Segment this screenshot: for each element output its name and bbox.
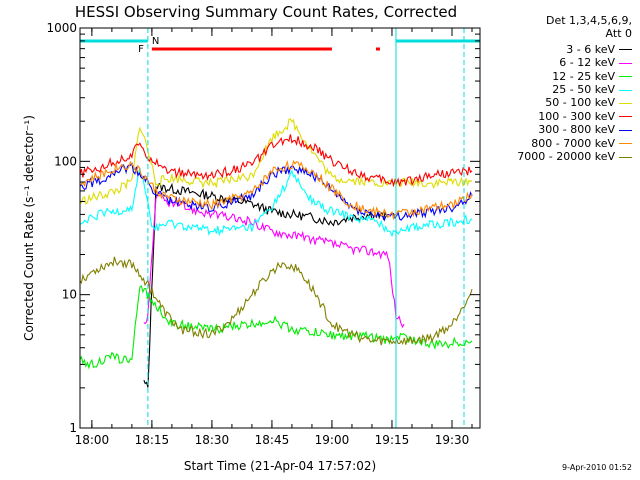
legend-label: 6 - 12 keV: [559, 56, 615, 70]
legend-item-8: 7000 - 20000 keV: [482, 150, 632, 163]
series-line-5: [79, 134, 473, 188]
chart-title: HESSI Observing Summary Count Rates, Cor…: [75, 3, 457, 21]
y-tick-label-3: 1000: [46, 21, 77, 35]
legend-item-1: 6 - 12 keV: [482, 56, 632, 69]
legend-label: 3 - 6 keV: [566, 42, 615, 56]
legend-header-line-2: Att 0: [605, 27, 632, 41]
axis-layer: 18:00 18:15 18:30 18:45 19:00 19:15 19:30 1 10 10…: [46, 21, 480, 447]
legend-swatch: [619, 156, 632, 158]
y-tick-label-2: 100: [54, 154, 77, 168]
series-line-2: [79, 285, 473, 370]
legend-label: 50 - 100 keV: [545, 96, 615, 110]
series-line-4: [79, 118, 473, 205]
legend-item-7: 800 - 7000 keV: [482, 137, 632, 150]
series-line-1: [143, 192, 405, 329]
series-line-7: [79, 159, 473, 221]
legend-label: 800 - 7000 keV: [531, 136, 615, 150]
series-layer: [79, 118, 473, 388]
y-tick-label-0: 1: [69, 421, 77, 435]
legend-item-4: 50 - 100 keV: [482, 96, 632, 109]
legend-swatch: [619, 62, 632, 64]
y-axis-label: Corrected Count Rate (s⁻¹ detector⁻¹): [22, 115, 36, 341]
y-tick-label-1: 10: [62, 288, 77, 302]
legend-item-6: 300 - 800 keV: [482, 123, 632, 136]
legend-swatch: [619, 89, 632, 91]
legend-rows: 3 - 6 keV 6 - 12 keV 12 - 25 keV 25 - 50 ke…: [482, 43, 632, 164]
flare-label: F: [138, 44, 144, 55]
legend-label: 12 - 25 keV: [552, 69, 615, 83]
legend: Det 1,3,4,5,6,9, Att 0 3 - 6 keV 6 - 12 k…: [482, 14, 632, 163]
series-line-3: [79, 167, 473, 238]
legend-swatch: [619, 49, 632, 51]
legend-label: 25 - 50 keV: [552, 83, 615, 97]
legend-item-3: 25 - 50 keV: [482, 83, 632, 96]
plot-frame: [79, 27, 481, 429]
legend-item-5: 100 - 300 keV: [482, 110, 632, 123]
x-tick-label-4: 19:00: [315, 433, 350, 447]
x-tick-label-5: 19:15: [375, 433, 410, 447]
legend-swatch: [619, 116, 632, 118]
legend-header: Det 1,3,4,5,6,9, Att 0: [482, 14, 632, 41]
legend-item-0: 3 - 6 keV: [482, 43, 632, 56]
legend-swatch: [619, 143, 632, 145]
x-tick-label-0: 18:00: [75, 433, 110, 447]
annotation-layer: FN: [79, 28, 480, 428]
legend-swatch: [619, 129, 632, 131]
legend-label: 7000 - 20000 keV: [517, 150, 615, 164]
night-label: N: [152, 36, 159, 47]
series-line-0: [143, 182, 389, 388]
x-axis-label: Start Time (21-Apr-04 17:57:02): [184, 459, 376, 473]
series-line-8: [79, 256, 473, 346]
x-tick-label-6: 19:30: [435, 433, 470, 447]
x-tick-label-2: 18:30: [195, 433, 230, 447]
legend-swatch: [619, 76, 632, 78]
footer-timestamp: 9-Apr-2010 01:52: [562, 463, 632, 472]
legend-label: 100 - 300 keV: [538, 109, 615, 123]
legend-swatch: [619, 102, 632, 104]
x-tick-label-3: 18:45: [255, 433, 290, 447]
legend-item-2: 12 - 25 keV: [482, 70, 632, 83]
legend-label: 300 - 800 keV: [538, 123, 615, 137]
x-tick-label-1: 18:15: [135, 433, 170, 447]
legend-header-line-1: Det 1,3,4,5,6,9,: [545, 14, 632, 27]
